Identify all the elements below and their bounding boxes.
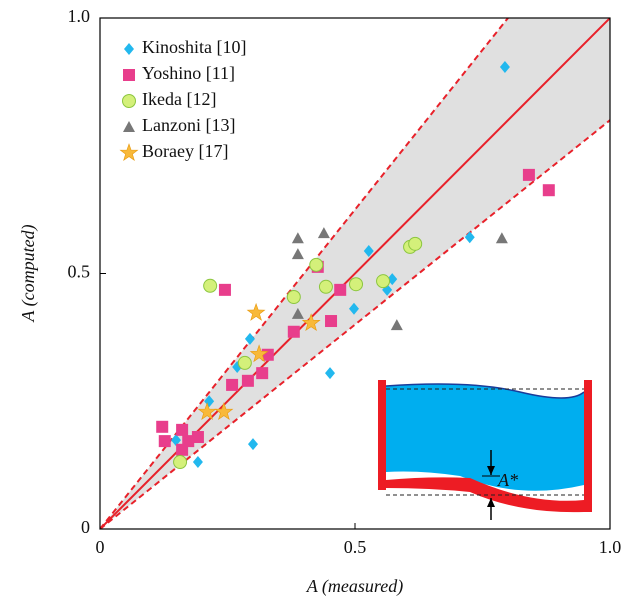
x-tick-label: 0.5 (344, 537, 367, 557)
point (287, 325, 300, 338)
legend-marker (124, 43, 134, 55)
point (248, 438, 258, 451)
y-tick-label: 0 (81, 517, 90, 537)
point (408, 236, 423, 251)
point (542, 184, 555, 197)
legend-marker (123, 121, 135, 132)
point (325, 367, 336, 380)
point (286, 290, 301, 305)
point (317, 227, 330, 239)
point (170, 434, 181, 447)
point (176, 443, 189, 456)
band-bound (100, 119, 610, 529)
point (237, 355, 252, 370)
point (226, 378, 239, 391)
point (522, 168, 535, 181)
point (348, 302, 359, 315)
point (291, 307, 304, 319)
legend-label: Lanzoni [13] (142, 115, 235, 135)
inset-diagram: A* (378, 380, 592, 520)
point (325, 315, 338, 328)
point (192, 456, 203, 469)
point (376, 274, 391, 289)
point (249, 344, 269, 363)
point (156, 420, 169, 433)
y-tick-label: 0.5 (68, 262, 91, 282)
point (291, 232, 304, 244)
x-tick-label: 1.0 (599, 537, 621, 557)
point (158, 435, 171, 448)
points (156, 61, 555, 470)
point (318, 279, 333, 294)
legend-marker (123, 69, 135, 81)
x-tick-label: 0 (96, 537, 105, 557)
point (173, 455, 188, 470)
point (390, 319, 403, 331)
point (363, 245, 374, 258)
point (301, 313, 321, 332)
point (256, 367, 269, 380)
legend-marker (122, 94, 136, 108)
point (246, 302, 266, 321)
point (499, 61, 510, 74)
point (203, 278, 218, 293)
inset-label: A* (497, 470, 518, 490)
point (349, 277, 364, 292)
legend-label: Kinoshita [10] (142, 37, 246, 57)
point (244, 332, 255, 345)
point (495, 232, 508, 244)
legend-label: Boraey [17] (142, 141, 228, 161)
point (218, 283, 231, 296)
y-tick-label: 1.0 (68, 6, 91, 26)
point (197, 402, 217, 421)
point (334, 283, 347, 296)
point (241, 374, 254, 387)
x-axis-label: A (measured) (306, 576, 403, 597)
legend-label: Ikeda [12] (142, 89, 216, 109)
point (309, 257, 324, 272)
point (291, 248, 304, 260)
point (214, 402, 234, 421)
point (176, 423, 189, 436)
point (464, 231, 475, 244)
y-axis-label: A (computed) (18, 224, 39, 322)
legend-marker (119, 143, 139, 162)
point (191, 431, 204, 444)
legend-label: Yoshino [11] (142, 63, 235, 83)
